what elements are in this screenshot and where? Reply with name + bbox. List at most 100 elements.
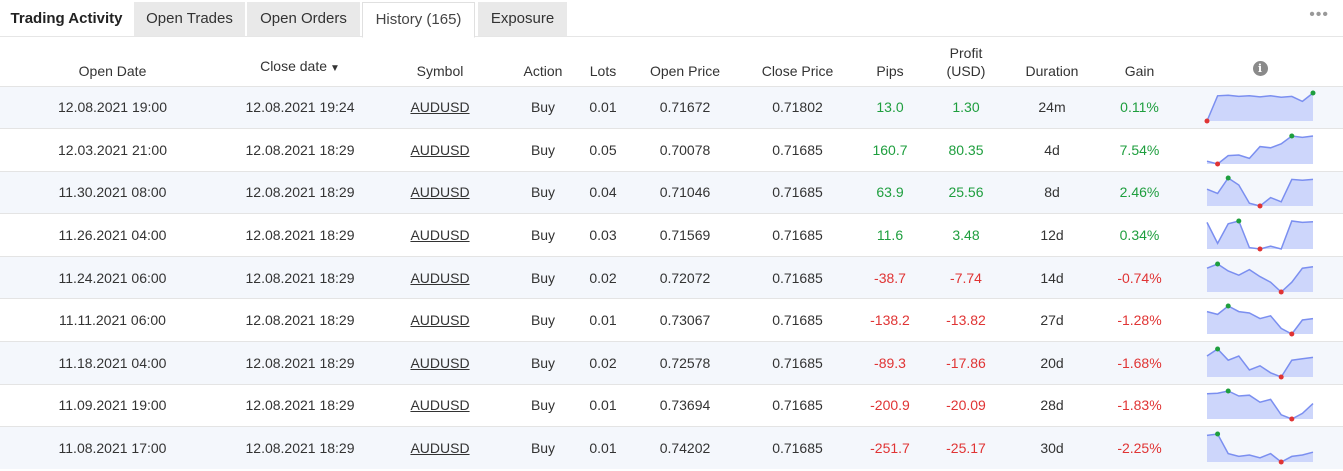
lots-cell: 0.02 [589, 354, 617, 371]
sparkline-cell [1177, 426, 1343, 470]
equity-sparkline [1206, 388, 1314, 422]
lots-cell: 0.04 [589, 184, 617, 201]
close-date-cell: 12.08.2021 18:29 [245, 354, 355, 371]
symbol-link[interactable]: AUDUSD [410, 141, 470, 158]
lots-cell: 0.05 [589, 141, 617, 158]
pips-cell: 13.0 [876, 99, 904, 116]
info-icon[interactable]: i [1252, 60, 1268, 76]
gain-cell: 0.34% [1119, 227, 1160, 244]
open-price-cell: 0.73694 [659, 397, 711, 414]
open-price-cell: 0.70078 [659, 141, 711, 158]
open-date-cell: 11.09.2021 19:00 [58, 397, 167, 414]
col-pips[interactable]: Pips [876, 62, 904, 79]
symbol-link[interactable]: AUDUSD [410, 397, 470, 414]
close-price-cell: 0.71802 [772, 99, 823, 116]
symbol-link[interactable]: AUDUSD [410, 227, 470, 244]
close-date-cell: 12.08.2021 18:29 [245, 269, 355, 286]
col-lots[interactable]: Lots [589, 62, 617, 79]
lots-cell: 0.01 [589, 312, 617, 329]
close-date-cell: 12.08.2021 19:24 [245, 99, 355, 116]
profit-cell: 80.35 [948, 141, 984, 158]
history-table: Open Date Close date ▼ Symbol Action Lots… [0, 37, 1343, 470]
sparkline-area [1207, 348, 1313, 377]
open-price-cell: 0.71569 [659, 227, 711, 244]
sparkline-high-marker [1310, 90, 1316, 96]
tab-exposure[interactable]: Exposure [478, 2, 567, 36]
col-open-date[interactable]: Open Date [78, 62, 147, 79]
sparkline-cell [1177, 128, 1343, 172]
gain-cell: -1.68% [1117, 354, 1162, 371]
close-price-cell: 0.71685 [772, 141, 823, 158]
pips-cell: -251.7 [870, 440, 910, 457]
col-gain[interactable]: Gain [1124, 62, 1155, 79]
sparkline-line [1206, 305, 1314, 336]
close-date-cell: 12.08.2021 18:29 [245, 440, 355, 457]
equity-sparkline [1206, 133, 1314, 167]
sparkline-low-marker [1204, 118, 1210, 124]
sparkline-low-marker [1278, 289, 1284, 295]
table-row: 11.08.2021 17:00 12.08.2021 18:29 AUDUSD Bu… [0, 426, 1343, 470]
sparkline-area [1207, 178, 1313, 207]
col-close-price[interactable]: Close Price [761, 62, 834, 79]
sparkline-line [1206, 347, 1314, 378]
symbol-link[interactable]: AUDUSD [410, 269, 470, 286]
profit-cell: -13.82 [946, 312, 986, 329]
sparkline-high-marker [1236, 218, 1242, 224]
gain-cell: -1.28% [1117, 312, 1162, 329]
profit-cell: -17.86 [946, 354, 986, 371]
action-cell: Buy [530, 141, 556, 158]
sparkline-low-marker [1289, 331, 1295, 337]
sparkline-area [1207, 135, 1313, 164]
open-date-cell: 12.08.2021 19:00 [58, 99, 167, 116]
sparkline-high-marker [1215, 261, 1221, 267]
sparkline-cell [1177, 298, 1343, 342]
more-dots-icon[interactable]: ••• [1309, 6, 1329, 23]
close-price-cell: 0.71685 [772, 397, 823, 414]
lots-cell: 0.01 [589, 440, 617, 457]
col-profit[interactable]: Profit (USD) [946, 44, 986, 79]
tab-open-trades[interactable]: Open Trades [134, 2, 245, 36]
sparkline-line [1206, 135, 1314, 165]
gain-cell: -0.74% [1117, 269, 1162, 286]
table-row: 11.30.2021 08:00 12.08.2021 18:29 AUDUSD Bu… [0, 170, 1343, 214]
sort-desc-icon: ▼ [330, 62, 340, 74]
tab-bar: Trading Activity Open Trades Open Orders… [0, 0, 1343, 38]
duration-cell: 24m [1038, 99, 1066, 116]
symbol-link[interactable]: AUDUSD [410, 99, 470, 116]
col-close-date[interactable]: Close date ▼ [260, 57, 340, 74]
action-cell: Buy [530, 269, 556, 286]
table-row: 12.03.2021 21:00 12.08.2021 18:29 AUDUSD Bu… [0, 128, 1343, 172]
gain-cell: 0.11% [1120, 99, 1159, 116]
tab-history[interactable]: History (165) [362, 2, 475, 38]
open-date-cell: 11.30.2021 08:00 [58, 184, 167, 201]
equity-sparkline [1206, 346, 1314, 380]
duration-cell: 8d [1044, 184, 1060, 201]
gain-cell: -1.83% [1117, 397, 1162, 414]
sparkline-high-marker [1215, 431, 1221, 437]
action-cell: Buy [530, 312, 556, 329]
gain-cell: 2.46% [1119, 184, 1160, 201]
pips-cell: -89.3 [874, 354, 906, 371]
profit-cell: -20.09 [946, 397, 986, 414]
lots-cell: 0.01 [589, 397, 617, 414]
equity-sparkline [1204, 90, 1316, 124]
col-action[interactable]: Action [523, 62, 563, 79]
trading-activity-title: Trading Activity [0, 2, 133, 36]
sparkline-line [1206, 390, 1314, 421]
pips-cell: -200.9 [870, 397, 910, 414]
col-symbol[interactable]: Symbol [416, 62, 464, 79]
table-row: 12.08.2021 19:00 12.08.2021 19:24 AUDUSD Bu… [0, 85, 1343, 129]
sparkline-area [1207, 93, 1313, 122]
pips-cell: 160.7 [872, 141, 908, 158]
symbol-link[interactable]: AUDUSD [410, 354, 470, 371]
col-duration[interactable]: Duration [1025, 62, 1079, 79]
symbol-link[interactable]: AUDUSD [410, 312, 470, 329]
col-open-price[interactable]: Open Price [649, 62, 721, 79]
close-date-cell: 12.08.2021 18:29 [245, 397, 355, 414]
tab-open-orders[interactable]: Open Orders [247, 2, 360, 36]
duration-cell: 27d [1040, 312, 1064, 329]
duration-cell: 30d [1040, 440, 1064, 457]
pips-cell: 11.6 [876, 227, 904, 244]
symbol-link[interactable]: AUDUSD [410, 440, 470, 457]
symbol-link[interactable]: AUDUSD [410, 184, 470, 201]
